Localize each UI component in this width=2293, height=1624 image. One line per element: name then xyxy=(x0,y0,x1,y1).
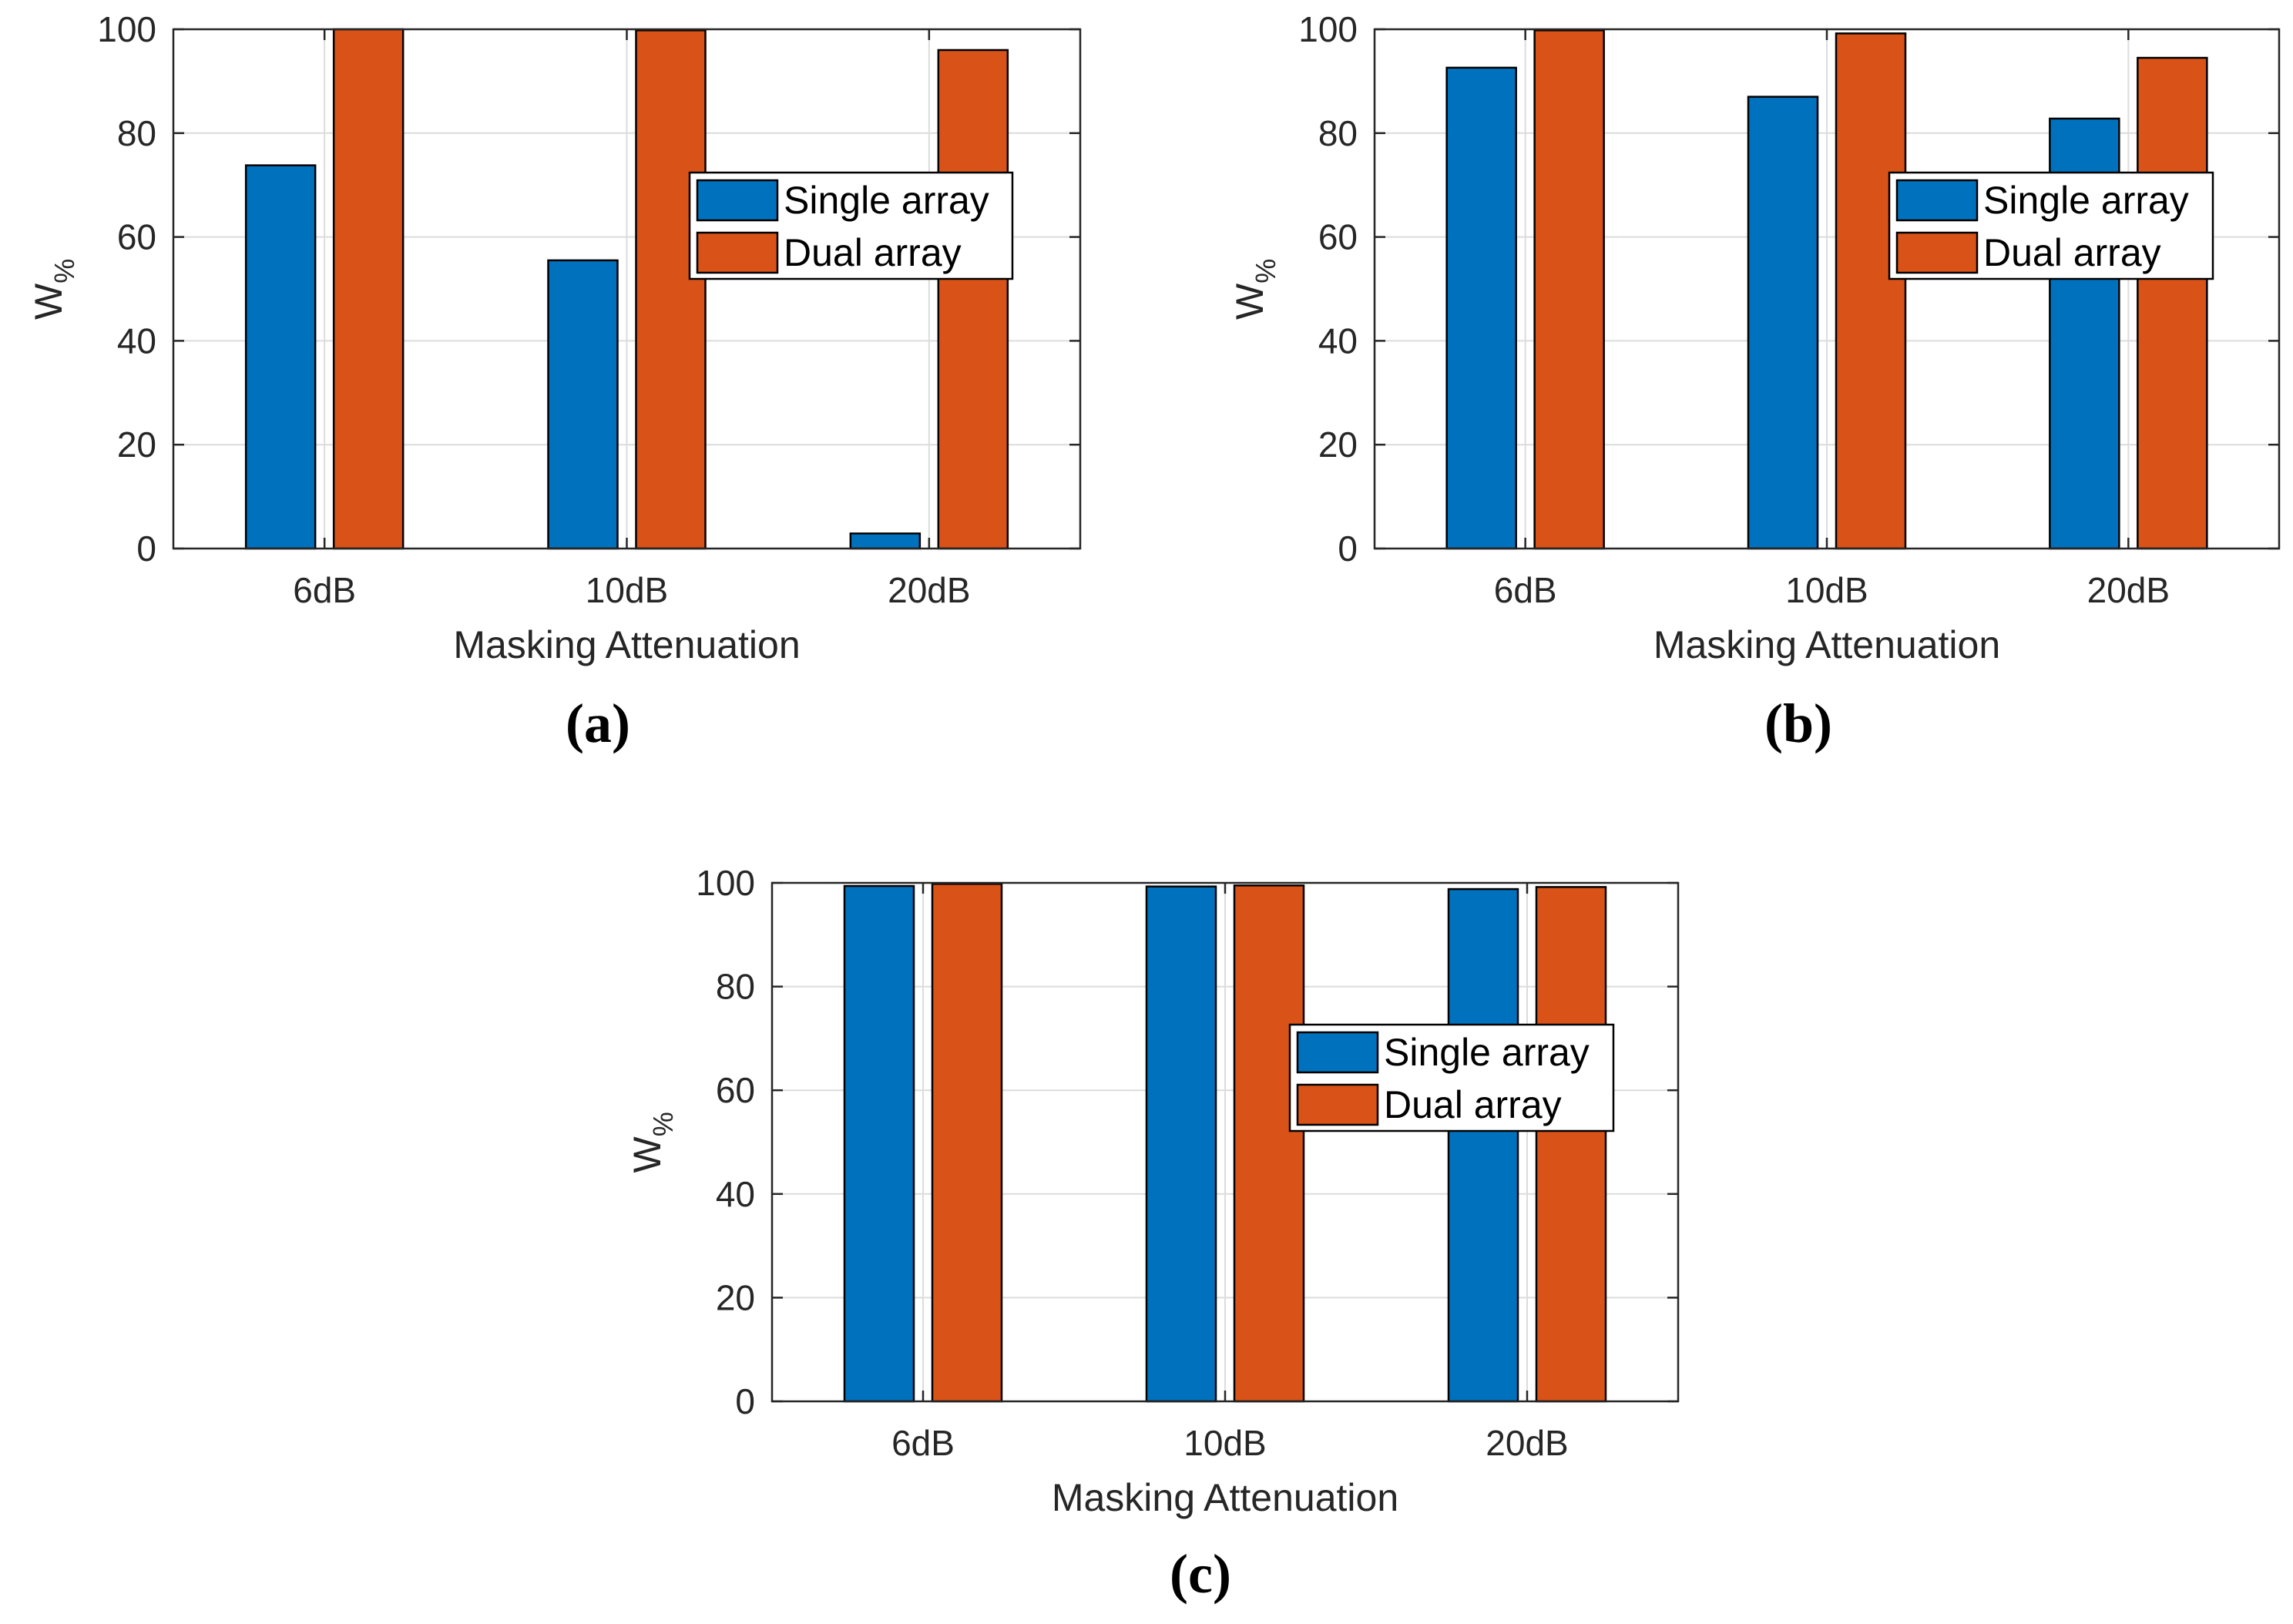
bar-dual-6dB xyxy=(332,28,405,550)
bar-dual-10dB xyxy=(1835,32,1907,550)
y-axis-label: W% xyxy=(1228,259,1281,320)
y-tick-label: 40 xyxy=(117,320,156,361)
legend-label: Dual array xyxy=(1384,1083,1562,1126)
legend-label: Dual array xyxy=(1983,231,2161,274)
y-tick-label: 100 xyxy=(696,863,755,903)
y-axis-label-main: W xyxy=(1228,283,1271,320)
y-tick-label: 100 xyxy=(1298,9,1358,49)
y-axis-label: W% xyxy=(27,259,80,320)
bar-dual-20dB xyxy=(2137,56,2208,550)
legend-swatch-single xyxy=(1296,1031,1379,1074)
x-axis-label: Masking Attenuation xyxy=(453,623,800,666)
y-tick-label: 20 xyxy=(117,424,156,465)
y-tick-label: 0 xyxy=(136,528,156,569)
y-tick-label: 20 xyxy=(716,1277,755,1317)
y-axis-label-sub: % xyxy=(1250,259,1281,284)
panel-label: (b) xyxy=(1764,693,1832,754)
legend-label: Single array xyxy=(1384,1031,1590,1074)
y-tick-label: 0 xyxy=(1338,528,1358,569)
x-tick-label: 10dB xyxy=(586,570,668,610)
x-axis-label: Masking Attenuation xyxy=(1052,1476,1398,1519)
chart-c: 0 20 40 60 80 100 6dB 10dB 20dB Masking Attenuati… xyxy=(626,863,1680,1605)
x-axis-label: Masking Attenuation xyxy=(1653,623,2000,666)
legend: Single array Dual array xyxy=(688,171,1014,280)
legend-swatch-dual xyxy=(1296,1083,1379,1126)
legend-label: Dual array xyxy=(784,231,962,274)
y-axis-label-sub: % xyxy=(647,1112,679,1136)
legend-swatch-dual xyxy=(1895,231,1979,274)
y-axis-label-sub: % xyxy=(49,259,80,284)
bar-single-6dB xyxy=(244,164,317,550)
chart-a: 0 20 40 60 80 100 6dB 10dB 20dB Masking Attenuati… xyxy=(27,9,1082,754)
y-tick-label: 40 xyxy=(716,1174,755,1214)
y-axis-label-main: W xyxy=(27,283,70,320)
x-tick-label: 20dB xyxy=(888,570,970,610)
bar-dual-6dB xyxy=(1533,29,1605,550)
x-tick-label: 10dB xyxy=(1785,570,1868,610)
bar-single-6dB xyxy=(843,884,915,1403)
y-tick-label: 60 xyxy=(117,217,156,257)
bar-single-20dB xyxy=(1447,887,1519,1403)
y-tick-label: 20 xyxy=(1318,424,1358,465)
legend-swatch-dual xyxy=(696,231,779,274)
bar-single-20dB xyxy=(849,532,922,550)
bar-single-10dB xyxy=(1747,96,1819,550)
y-tick-label: 40 xyxy=(1318,320,1358,361)
x-tick-label: 20dB xyxy=(2087,570,2170,610)
legend-swatch-single xyxy=(696,179,779,222)
bar-dual-10dB xyxy=(635,29,707,550)
x-tick-label: 6dB xyxy=(1494,570,1557,610)
bar-dual-6dB xyxy=(931,883,1003,1403)
y-tick-label: 60 xyxy=(716,1070,755,1110)
legend: Single array Dual array xyxy=(1888,171,2214,280)
bar-dual-20dB xyxy=(937,49,1009,550)
y-axis-label-main: W xyxy=(626,1136,669,1173)
x-tick-label: 6dB xyxy=(293,570,356,610)
panel-label: (a) xyxy=(566,693,630,754)
y-tick-label: 80 xyxy=(716,967,755,1007)
legend: Single array Dual array xyxy=(1288,1023,1615,1132)
legend-label: Single array xyxy=(784,179,989,222)
legend-swatch-single xyxy=(1895,179,1979,222)
legend-label: Single array xyxy=(1983,179,2189,222)
y-tick-label: 60 xyxy=(1318,217,1358,257)
y-tick-label: 80 xyxy=(1318,113,1358,153)
bar-single-6dB xyxy=(1445,66,1517,550)
x-tick-label: 10dB xyxy=(1183,1423,1266,1463)
x-tick-label: 6dB xyxy=(891,1423,955,1463)
bar-single-10dB xyxy=(1145,885,1217,1403)
bar-dual-10dB xyxy=(1233,884,1305,1403)
x-tick-label: 20dB xyxy=(1486,1423,1568,1463)
y-tick-label: 80 xyxy=(117,113,156,153)
chart-b: 0 20 40 60 80 100 6dB 10dB 20dB Masking Attenuati… xyxy=(1228,9,2281,754)
y-tick-label: 100 xyxy=(97,9,156,49)
y-axis-label: W% xyxy=(626,1112,679,1173)
bar-single-10dB xyxy=(547,259,619,550)
panel-label: (c) xyxy=(1170,1543,1231,1605)
y-tick-label: 0 xyxy=(735,1381,755,1421)
bar-dual-20dB xyxy=(1535,886,1607,1403)
